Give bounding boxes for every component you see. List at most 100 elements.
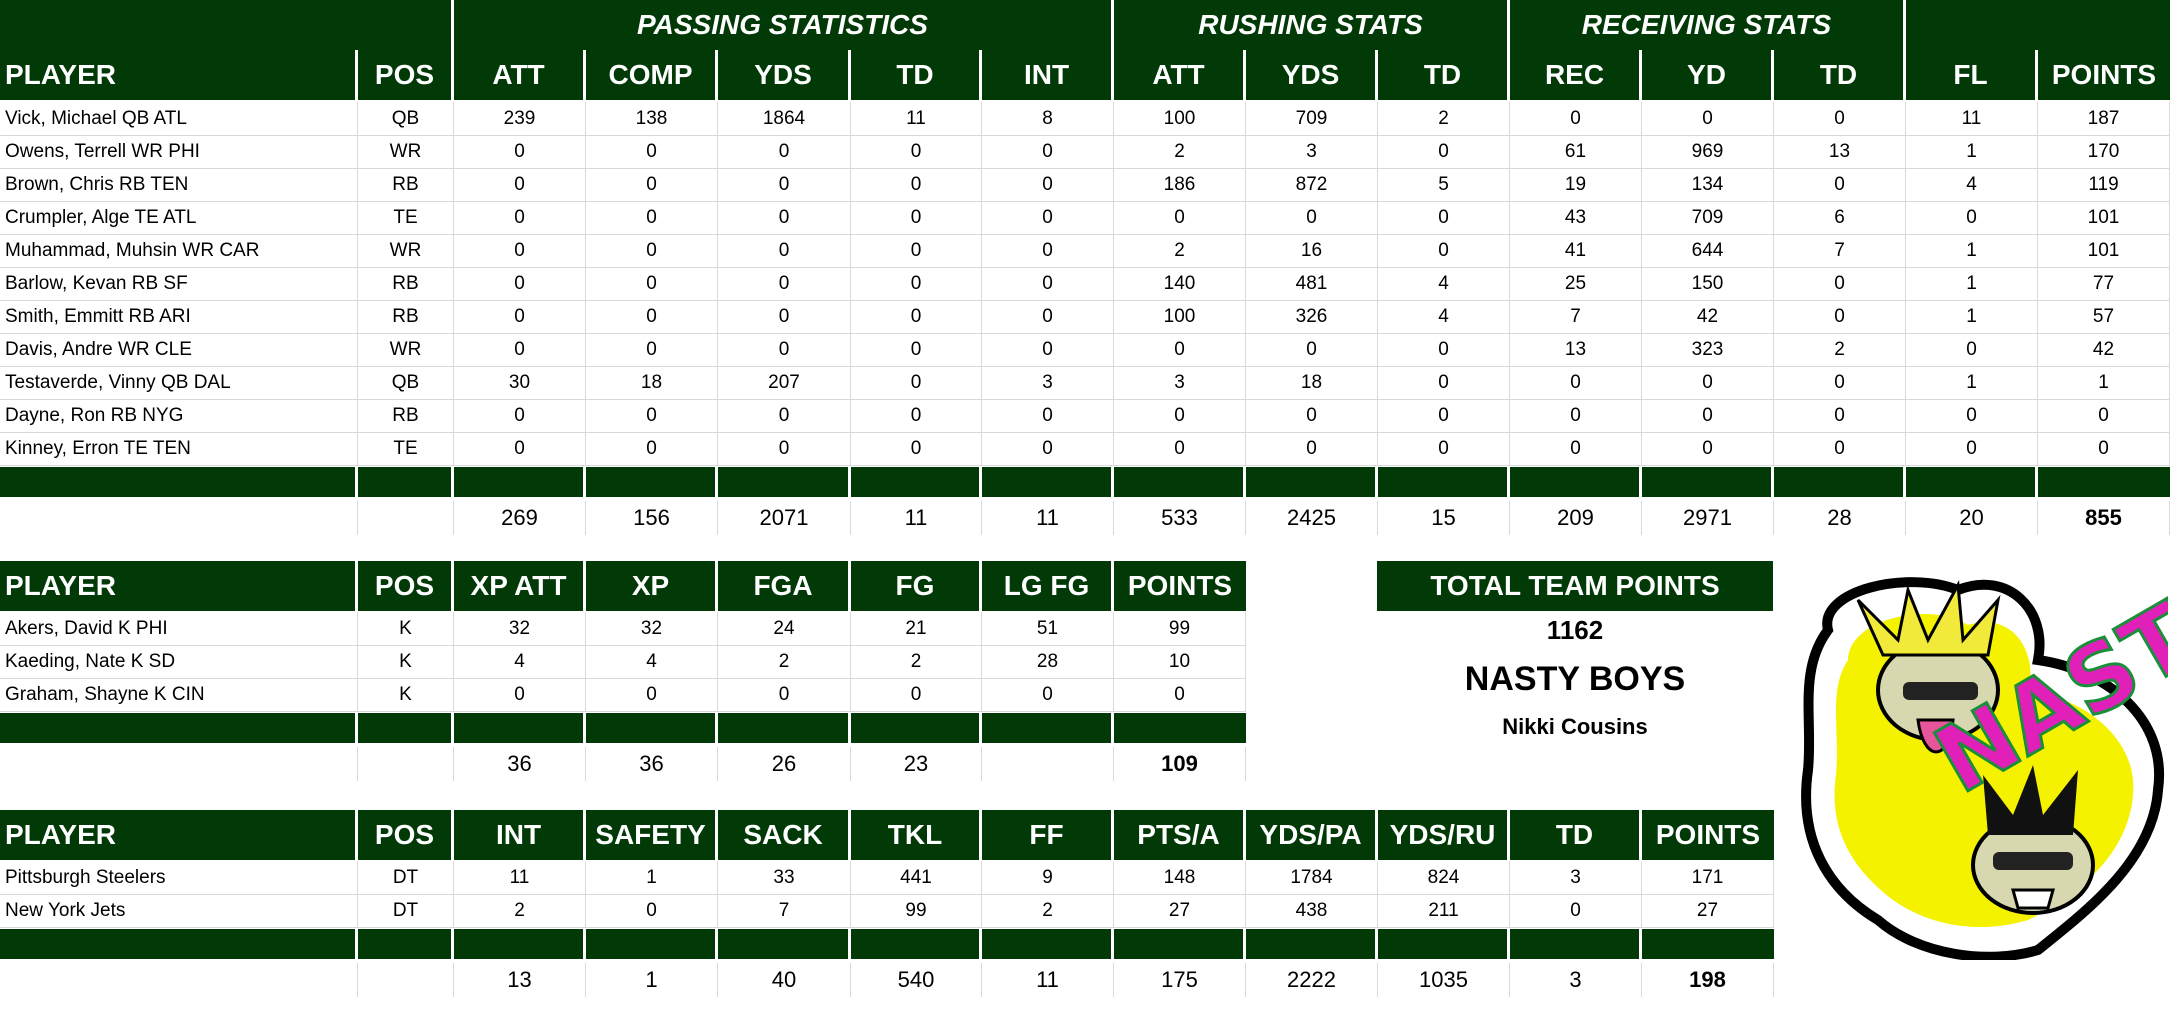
offense-cell: 0 xyxy=(1378,432,1510,465)
offense-cell: 13 xyxy=(1510,333,1642,366)
offense-cell: 0 xyxy=(851,135,982,168)
kickers-total-cell: 26 xyxy=(718,747,851,781)
offense-total-cell xyxy=(0,501,358,535)
kickers-cell: 0 xyxy=(454,678,586,711)
offense-cell: 0 xyxy=(851,201,982,234)
offense-player-name: Crumpler, Alge TE ATL xyxy=(0,201,358,234)
offense-cell: 872 xyxy=(1246,168,1378,201)
kickers-cell: 51 xyxy=(982,612,1114,645)
offense-cell: 0 xyxy=(1642,432,1774,465)
offense-cell: 5 xyxy=(1378,168,1510,201)
offense-cell: 0 xyxy=(454,267,586,300)
offense-cell: 187 xyxy=(2038,102,2170,135)
offense-cell: 170 xyxy=(2038,135,2170,168)
kickers-cell: K xyxy=(358,645,454,678)
kickers-cell: 24 xyxy=(718,612,851,645)
kickers-col-header: PLAYER xyxy=(0,561,355,611)
offense-cell: 0 xyxy=(1642,102,1774,135)
offense-col-header: INT xyxy=(982,50,1111,100)
offense-cell: WR xyxy=(358,333,454,366)
offense-cell: 30 xyxy=(454,366,586,399)
offense-col-header: YDS xyxy=(1246,50,1375,100)
defense-player-name: New York Jets xyxy=(0,894,358,927)
offense-cell: 0 xyxy=(586,333,718,366)
defense-total-cell: 1 xyxy=(586,963,718,997)
defense-separator-bar xyxy=(358,929,451,959)
defense-separator-bar xyxy=(1642,929,1774,959)
kickers-separator-bar xyxy=(586,713,715,743)
offense-cell: 0 xyxy=(718,300,851,333)
kickers-table-row xyxy=(0,645,1246,679)
kickers-table-row xyxy=(0,678,1246,712)
offense-cell: 709 xyxy=(1642,201,1774,234)
offense-cell: 0 xyxy=(1510,366,1642,399)
kickers-separator-bar xyxy=(358,713,451,743)
offense-cell: 0 xyxy=(982,201,1114,234)
offense-cell: 0 xyxy=(1906,333,2038,366)
offense-cell: 0 xyxy=(1642,366,1774,399)
offense-table-row xyxy=(0,168,2170,202)
kickers-table-row xyxy=(0,612,1246,646)
offense-cell: 11 xyxy=(851,102,982,135)
defense-total-cell: 13 xyxy=(454,963,586,997)
offense-player-name: Owens, Terrell WR PHI xyxy=(0,135,358,168)
offense-cell: 1 xyxy=(1906,300,2038,333)
kickers-separator-bar xyxy=(1114,713,1246,743)
kickers-total-cell: 23 xyxy=(851,747,982,781)
offense-separator-bar xyxy=(1774,467,1903,497)
defense-cell: 1784 xyxy=(1246,861,1378,894)
offense-total-cell: 2971 xyxy=(1642,501,1774,535)
defense-separator-bar xyxy=(1114,929,1243,959)
offense-cell: 0 xyxy=(586,135,718,168)
offense-player-name: Testaverde, Vinny QB DAL xyxy=(0,366,358,399)
defense-cell: 33 xyxy=(718,861,851,894)
offense-cell: 0 xyxy=(454,432,586,465)
offense-cell: 0 xyxy=(851,267,982,300)
offense-cell: 19 xyxy=(1510,168,1642,201)
offense-cell: 119 xyxy=(2038,168,2170,201)
offense-cell: 101 xyxy=(2038,234,2170,267)
offense-cell: 0 xyxy=(586,432,718,465)
defense-cell: DT xyxy=(358,894,454,927)
offense-total-cell: 11 xyxy=(982,501,1114,535)
defense-cell: 1 xyxy=(586,861,718,894)
offense-cell: 0 xyxy=(718,432,851,465)
defense-total-cell: 1035 xyxy=(1378,963,1510,997)
offense-cell: 3 xyxy=(1246,135,1378,168)
offense-col-header: YD xyxy=(1642,50,1771,100)
defense-total-cell: 175 xyxy=(1114,963,1246,997)
offense-cell: TE xyxy=(358,201,454,234)
offense-cell: 0 xyxy=(1246,201,1378,234)
defense-col-header: FF xyxy=(982,810,1111,860)
offense-cell: 1 xyxy=(1906,234,2038,267)
offense-cell: 4 xyxy=(1906,168,2038,201)
defense-cell: 441 xyxy=(851,861,982,894)
offense-cell: RB xyxy=(358,300,454,333)
offense-cell: 43 xyxy=(1510,201,1642,234)
offense-col-header: YDS xyxy=(718,50,848,100)
offense-total-cell: 156 xyxy=(586,501,718,535)
defense-cell: 148 xyxy=(1114,861,1246,894)
offense-cell: 0 xyxy=(851,432,982,465)
defense-separator-bar xyxy=(0,929,355,959)
offense-separator-bar xyxy=(1510,467,1639,497)
offense-cell: 0 xyxy=(718,201,851,234)
offense-cell: 0 xyxy=(1114,201,1246,234)
offense-cell: 18 xyxy=(1246,366,1378,399)
defense-cell: 11 xyxy=(454,861,586,894)
offense-separator-bar xyxy=(718,467,848,497)
offense-cell: 0 xyxy=(1774,168,1906,201)
offense-cell: 0 xyxy=(1378,201,1510,234)
offense-blank-group-header xyxy=(1906,0,2170,50)
kickers-cell: 4 xyxy=(586,645,718,678)
offense-cell: 8 xyxy=(982,102,1114,135)
offense-cell: 77 xyxy=(2038,267,2170,300)
offense-cell: 2 xyxy=(1114,234,1246,267)
offense-cell: 0 xyxy=(718,168,851,201)
offense-cell: 11 xyxy=(1906,102,2038,135)
offense-cell: 13 xyxy=(1774,135,1906,168)
offense-cell: 0 xyxy=(1774,300,1906,333)
offense-cell: 100 xyxy=(1114,102,1246,135)
offense-table-row xyxy=(0,135,2170,169)
offense-cell: 644 xyxy=(1642,234,1774,267)
